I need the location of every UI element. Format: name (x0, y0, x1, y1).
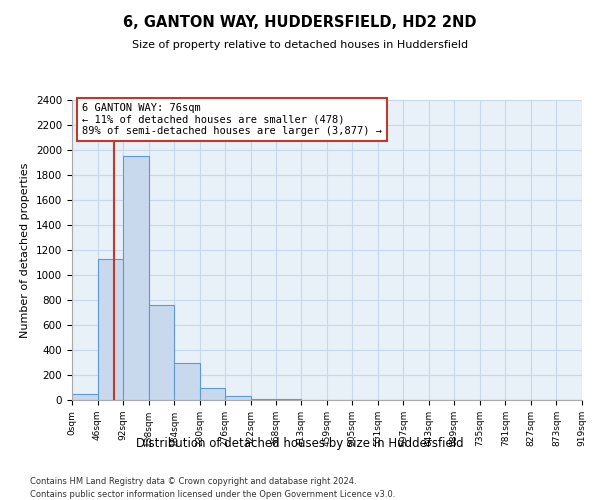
Bar (251, 399, 276, 400)
Bar (123, 156, 149, 400)
Bar (72, 394, 98, 400)
Text: 6, GANTON WAY, HUDDERSFIELD, HD2 2ND: 6, GANTON WAY, HUDDERSFIELD, HD2 2ND (123, 15, 477, 30)
Bar (174, 362, 200, 400)
Text: Distribution of detached houses by size in Huddersfield: Distribution of detached houses by size … (136, 438, 464, 450)
Bar (149, 305, 174, 400)
Y-axis label: Number of detached properties: Number of detached properties (20, 162, 31, 338)
Bar (200, 388, 225, 400)
Text: Size of property relative to detached houses in Huddersfield: Size of property relative to detached ho… (132, 40, 468, 50)
Text: Contains HM Land Registry data © Crown copyright and database right 2024.: Contains HM Land Registry data © Crown c… (30, 478, 356, 486)
Text: Contains public sector information licensed under the Open Government Licence v3: Contains public sector information licen… (30, 490, 395, 499)
Bar (98, 259, 123, 400)
Text: 6 GANTON WAY: 76sqm
← 11% of detached houses are smaller (478)
89% of semi-detac: 6 GANTON WAY: 76sqm ← 11% of detached ho… (82, 103, 382, 136)
Bar (225, 396, 251, 400)
